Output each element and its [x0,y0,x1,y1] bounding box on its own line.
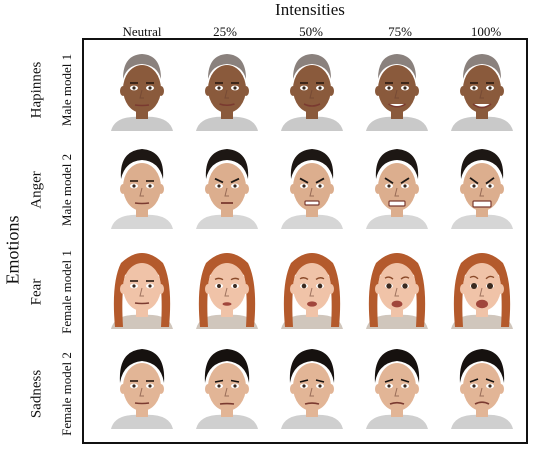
face-photo [277,143,347,229]
face-photo [107,243,177,329]
face-photo [362,343,432,429]
emotions-axis-text: Emotions [2,215,23,285]
column-header-25: 25% [213,24,237,39]
figure-frame [82,38,528,444]
face-photo [192,45,262,131]
row-label-emotion-2: Anger [28,171,45,209]
column-header-100: 100% [470,24,502,39]
face-photo [447,343,517,429]
row-label-model-2: Male model 2 [59,153,74,227]
row-label-emotion-4: Sadness [28,369,45,419]
column-header-neutral: Neutral [122,24,162,39]
face-photo [362,45,432,131]
face-photo [447,243,517,329]
face-photo [447,143,517,229]
column-header-75: 75% [388,24,412,39]
face-photo [277,45,347,131]
face-photo [192,243,262,329]
face-photo [192,343,262,429]
face-photo [107,143,177,229]
face-photo [362,143,432,229]
face-photo [107,343,177,429]
face-photo [362,243,432,329]
face-photo [277,243,347,329]
emotions-axis-label: Emotions [2,190,24,310]
face-photo [192,143,262,229]
row-label-model-3: Female model 1 [59,250,74,334]
face-photo [277,343,347,429]
row-label-model-1: Male model 1 [59,53,74,127]
face-photo [107,45,177,131]
figure-title: Intensities [275,0,345,19]
row-label-emotion-1: Hapinnes [28,61,45,119]
row-label-model-4: Female model 2 [59,352,74,436]
face-photo [447,45,517,131]
column-header-50: 50% [299,24,323,39]
row-label-emotion-3: Fear [28,278,45,306]
